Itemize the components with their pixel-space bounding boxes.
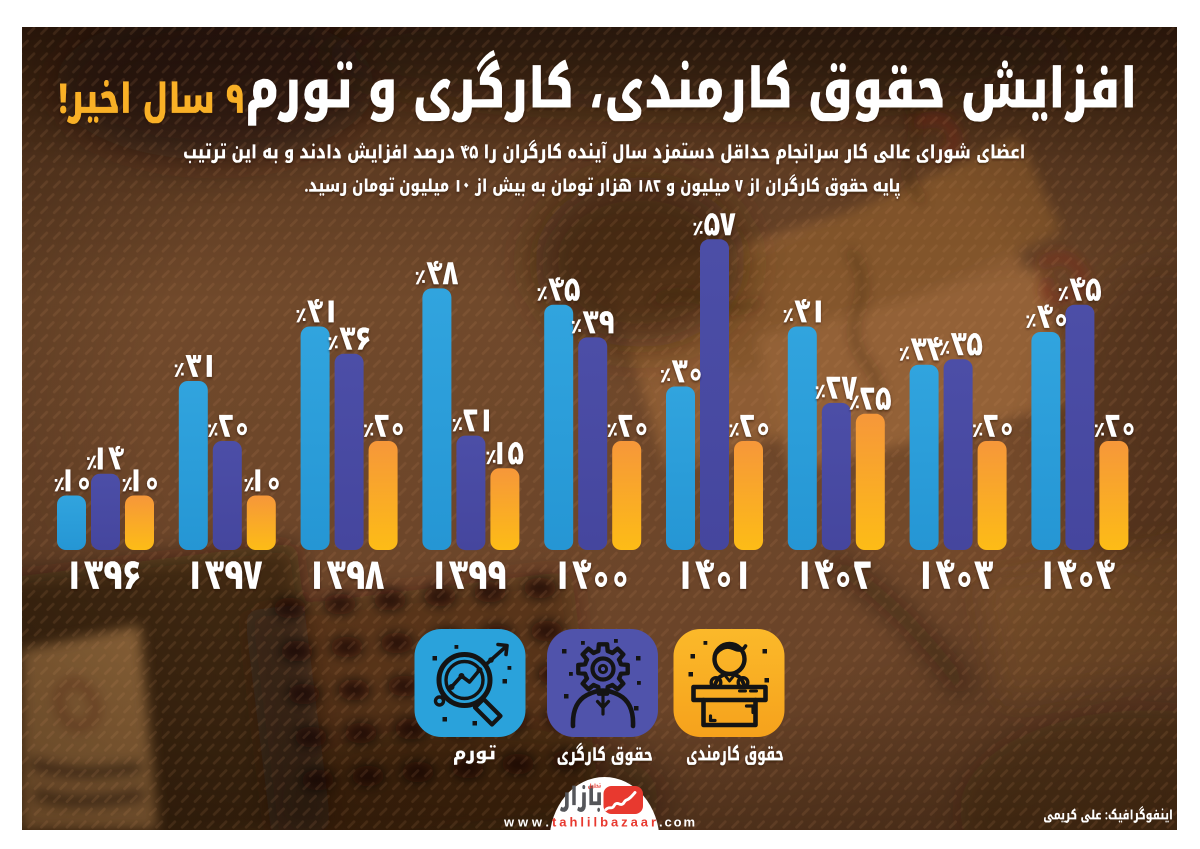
svg-text:.com: .com [659,815,695,830]
